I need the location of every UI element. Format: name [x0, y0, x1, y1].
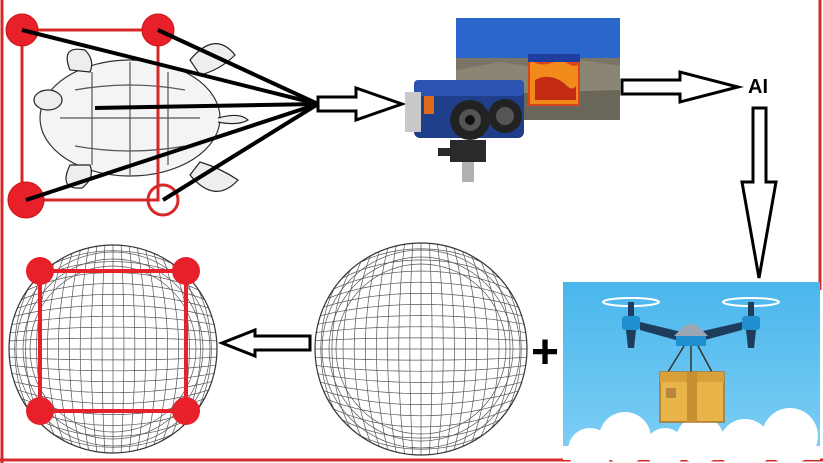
mesh-ring [321, 249, 521, 449]
delivery-drone-icon [602, 297, 780, 373]
arrow-to-ai [620, 70, 744, 104]
mesh-ring [335, 263, 507, 435]
mesh-line [436, 243, 444, 455]
cloud-icon [563, 408, 820, 463]
mesh-line [320, 395, 522, 417]
thermal-camera-icon [405, 80, 524, 182]
mesh-line [444, 243, 455, 455]
thermal-photo-icon [456, 18, 620, 120]
mesh-grid-left [8, 244, 218, 454]
mesh-line [315, 372, 527, 383]
mesh-line [428, 243, 433, 455]
convergence-lines [21, 28, 320, 202]
turtle-sketch-icon [33, 43, 249, 192]
mesh-line [182, 264, 212, 434]
mesh-line [151, 246, 168, 452]
grid-corner-markers [26, 257, 200, 425]
mesh-grid-right [314, 242, 528, 456]
mesh-line [491, 262, 522, 436]
arrow-to-camera [316, 85, 407, 123]
mesh-line [467, 248, 489, 450]
mesh-line [334, 419, 508, 450]
mesh-line [128, 245, 136, 453]
mesh-line [324, 403, 518, 428]
mesh-ring [29, 265, 197, 433]
turtle-bounding-box [20, 28, 160, 202]
arrow-to-drone [740, 106, 778, 279]
mesh-line [315, 356, 527, 361]
mesh-line [22, 410, 204, 437]
plus-sign: + [531, 326, 559, 379]
mesh-line [452, 243, 466, 455]
mesh-line [120, 245, 125, 453]
ai-label: AI [748, 76, 768, 98]
mesh-line [315, 380, 527, 394]
mesh-line [28, 418, 198, 448]
delivery-drone-panel [563, 282, 820, 463]
mesh-line [483, 257, 511, 441]
mesh-line [143, 245, 158, 453]
mesh-line [329, 411, 513, 439]
mesh-ring [15, 251, 211, 447]
mesh-ring [22, 258, 204, 440]
mesh-ring [328, 256, 514, 442]
mesh-line [475, 252, 500, 446]
cardboard-box-icon [659, 371, 725, 423]
mesh-line [9, 379, 217, 394]
mesh-line [315, 364, 527, 372]
mesh-line [135, 245, 147, 453]
arrow-to-left-grid [217, 327, 312, 359]
mesh-line [158, 249, 179, 449]
mesh-line [10, 387, 216, 404]
